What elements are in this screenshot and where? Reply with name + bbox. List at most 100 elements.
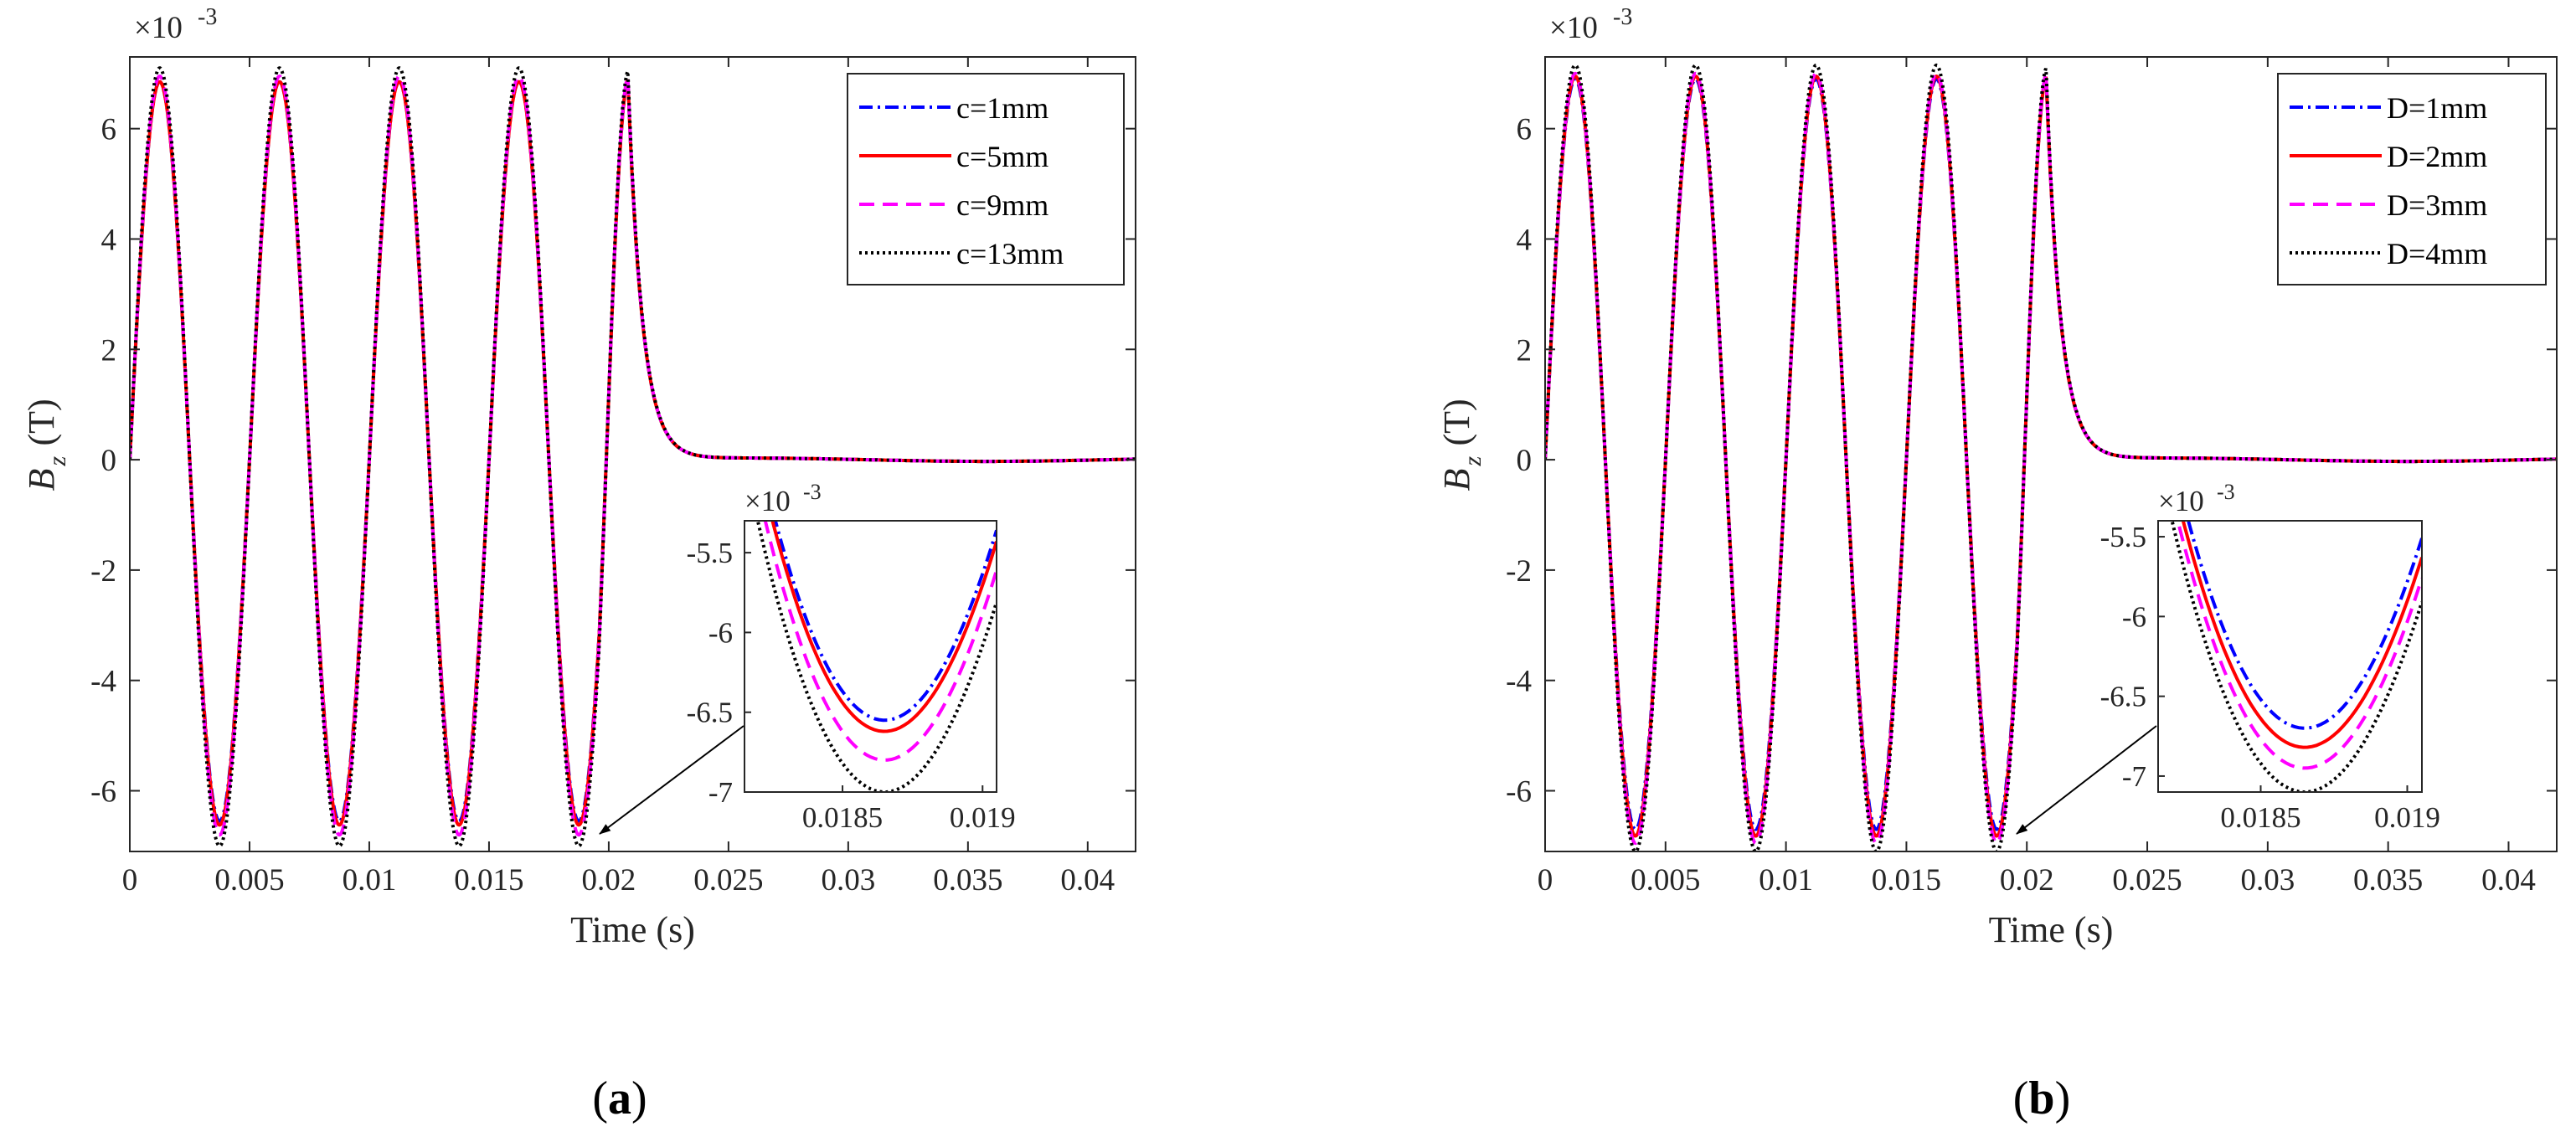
panel-label-letter: b	[2028, 1073, 2054, 1124]
x-tick-label: 0.015	[454, 863, 523, 898]
legend-label: c=1mm	[956, 91, 1048, 125]
zoom-arrow	[2016, 725, 2157, 835]
legend: D=1mm D=2mm D=3mm D=4mm	[2277, 73, 2547, 286]
x-axis-label: Time (s)	[1989, 909, 2114, 950]
inset-chart: 0.0185 0.019 -7 -6.5 -6 -5.5 ×10 -3	[2100, 480, 2440, 834]
legend-label: c=5mm	[956, 140, 1048, 173]
y-tick-label: -2	[1506, 554, 1532, 589]
plot-frame	[1544, 56, 2558, 852]
inset-series-line	[763, 521, 997, 762]
panel-label: (a)	[592, 1073, 647, 1124]
y-tick-label: 0	[101, 444, 117, 478]
inset-x-tick-label: 0.0185	[802, 801, 883, 834]
x-tick-label: 0.04	[1060, 863, 1115, 898]
inset-x-tick-label: 0.0185	[2220, 801, 2300, 834]
x-tick-label: 0.025	[693, 863, 763, 898]
inset-series-line	[2176, 521, 2422, 770]
x-tick-label: 0.04	[2481, 863, 2536, 898]
inset-series-line	[2186, 521, 2422, 730]
inset-y-tick-label: -6.5	[687, 697, 733, 729]
panel-label-open: (	[2013, 1073, 2029, 1124]
inset-y-tick-label: -6	[2122, 600, 2146, 633]
legend-label: D=4mm	[2387, 237, 2487, 270]
y-tick-label: 6	[101, 113, 117, 147]
y-axis-label: Bz (T)	[1436, 399, 1486, 491]
inset-series-group	[2170, 521, 2422, 792]
inset-y-tick-label: -6.5	[2100, 681, 2146, 713]
inset-series-group	[755, 521, 997, 792]
y-tick-label: -4	[1506, 665, 1532, 699]
series-line	[130, 66, 1136, 848]
inset-exponent: ×10	[744, 485, 791, 517]
x-tick-label: 0	[1538, 863, 1553, 898]
x-tick-label: 0.005	[1631, 863, 1700, 898]
y-axis-label-main: B	[21, 469, 62, 491]
x-tick-label: 0.015	[1872, 863, 1941, 898]
axis-exponent: ×10	[1549, 11, 1598, 45]
x-tick-label: 0.035	[2353, 863, 2423, 898]
y-tick-label: -6	[90, 775, 116, 810]
legend-label: D=1mm	[2387, 91, 2487, 125]
x-tick-label: 0.01	[343, 863, 397, 898]
inset-y-tick-label: -7	[708, 776, 733, 809]
panel-label-letter: a	[608, 1073, 631, 1124]
legend-label: D=2mm	[2387, 140, 2487, 173]
legend: c=1mm c=5mm c=9mm c=13mm	[847, 73, 1125, 286]
chart-panel-a: 0 0.005 0.01 0.015 0.02 0.025 0.03 0.035 0.04 -6 -…	[21, 4, 1136, 1124]
inset-frame	[2157, 520, 2423, 793]
series-group	[130, 66, 1136, 848]
inset-frame	[744, 520, 997, 793]
panel-label: (b)	[2013, 1073, 2070, 1124]
axis-exponent-power: -3	[198, 4, 217, 30]
y-axis-label-unit: (T)	[21, 399, 62, 445]
y-tick-label: -2	[90, 554, 116, 589]
legend-label: c=9mm	[956, 188, 1048, 222]
y-tick-label: 6	[1517, 113, 1533, 147]
inset-series-line	[755, 521, 997, 792]
x-tick-label: 0.035	[933, 863, 1002, 898]
y-axis-label-sub: z	[1459, 456, 1486, 467]
y-axis-label-main: B	[1436, 469, 1477, 491]
legend-label: D=3mm	[2387, 188, 2487, 222]
inset-chart: 0.0185 0.019 -7 -6.5 -6 -5.5 ×10 -3	[687, 480, 1016, 834]
inset-y-tick-label: -5.5	[2100, 521, 2146, 553]
y-axis-label-unit: (T)	[1436, 399, 1477, 445]
panel-label-close: )	[631, 1073, 647, 1124]
inset-series-line	[770, 521, 997, 733]
y-axis-label-sub: z	[44, 456, 71, 467]
axis-exponent-power: -3	[1613, 4, 1632, 30]
inset-background	[2158, 521, 2422, 792]
y-tick-label: 4	[1517, 223, 1533, 257]
x-tick-label: 0.02	[2000, 863, 2054, 898]
chart-panel-b: 0 0.005 0.01 0.015 0.02 0.025 0.03 0.035 0.04 -6 -…	[1436, 4, 2558, 1124]
inset-y-tick-label: -7	[2122, 760, 2146, 793]
legend-label: c=13mm	[956, 237, 1064, 270]
y-tick-label: 4	[101, 223, 117, 257]
y-tick-label: -4	[90, 665, 116, 699]
x-tick-label: 0	[122, 863, 138, 898]
x-axis-label: Time (s)	[570, 909, 695, 950]
y-tick-label: -6	[1506, 775, 1532, 810]
x-tick-label: 0.03	[2240, 863, 2295, 898]
x-tick-label: 0.02	[582, 863, 636, 898]
x-tick-label: 0.03	[821, 863, 875, 898]
y-tick-label: 0	[1517, 444, 1533, 478]
inset-exponent-power: -3	[803, 480, 822, 504]
inset-series-line	[2181, 521, 2422, 749]
panel-label-close: )	[2055, 1073, 2071, 1124]
y-axis-label: Bz (T)	[21, 399, 71, 491]
y-tick-label: 2	[101, 333, 117, 368]
inset-exponent-power: -3	[2217, 480, 2235, 504]
inset-x-tick-label: 0.019	[950, 801, 1016, 834]
zoom-arrow	[599, 725, 744, 835]
inset-x-tick-label: 0.019	[2374, 801, 2440, 834]
inset-y-tick-label: -5.5	[687, 537, 733, 569]
y-tick-label: 2	[1517, 333, 1533, 368]
series-line	[1545, 63, 2557, 851]
inset-exponent: ×10	[2158, 485, 2204, 517]
plot-frame	[129, 56, 1136, 852]
x-tick-label: 0.005	[214, 863, 284, 898]
inset-y-tick-label: -6	[708, 616, 733, 649]
panel-label-open: (	[592, 1073, 608, 1124]
